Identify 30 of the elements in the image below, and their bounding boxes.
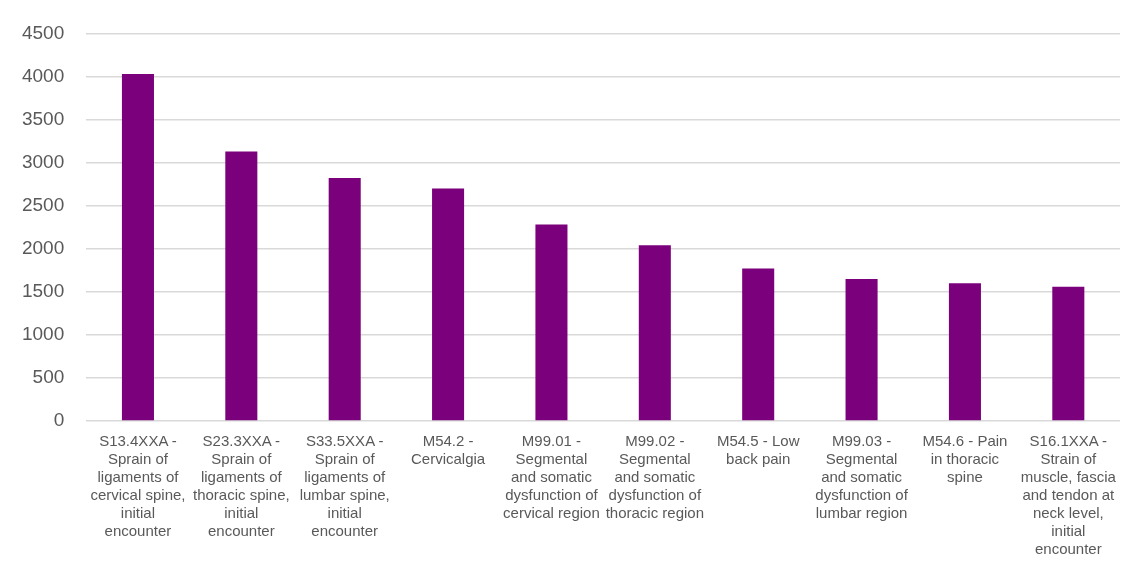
bar	[121, 73, 154, 421]
y-tick-label: 4000	[21, 64, 65, 86]
bar	[225, 151, 258, 421]
bar	[742, 268, 775, 421]
y-tick-label: 4500	[21, 21, 65, 43]
y-tick-label: 3000	[21, 150, 65, 172]
x-tick-label: S33.5XXA - Sprain of ligaments of lumbar spine, initial encounter	[299, 432, 390, 540]
bar	[948, 283, 981, 421]
x-tick-label: S13.4XXA - Sprain of ligaments of cervical spine, initial encounter	[90, 432, 186, 540]
y-tick-label: 3500	[21, 107, 65, 129]
x-tick-label: M99.01 - Segmental and somatic dysfunction of cervical region	[503, 432, 600, 522]
y-tick-label: 1000	[21, 323, 65, 345]
bar	[845, 278, 878, 421]
y-tick-label: 500	[32, 366, 65, 388]
x-tick-label: M99.02 - Segmental and somatic dysfunction of thoracic region	[605, 432, 705, 522]
y-tick-label: 2000	[21, 236, 65, 258]
y-tick-label: 2500	[21, 193, 65, 215]
x-tick-label: M54.5 - Low back pain	[716, 432, 800, 468]
bar	[328, 178, 361, 421]
x-tick-label: M99.03 - Segmental and somatic dysfunction of lumbar region	[815, 432, 909, 522]
x-tick-label: M54.6 - Pain in thoracic spine	[922, 432, 1008, 486]
y-tick-label: 1500	[21, 280, 65, 302]
x-tick-label: S23.3XXA - Sprain of ligaments of thoracic spine, initial encounter	[192, 432, 290, 540]
y-tick-label: 0	[53, 409, 65, 431]
x-tick-label: S16.1XXA - Strain of muscle, fascia and tendon at neck level, initial encounter	[1020, 432, 1117, 558]
x-tick-label: M54.2 - Cervicalgia	[410, 432, 486, 468]
bar	[432, 188, 465, 421]
bar	[638, 245, 671, 421]
bar	[1052, 286, 1085, 421]
bar	[535, 224, 568, 421]
